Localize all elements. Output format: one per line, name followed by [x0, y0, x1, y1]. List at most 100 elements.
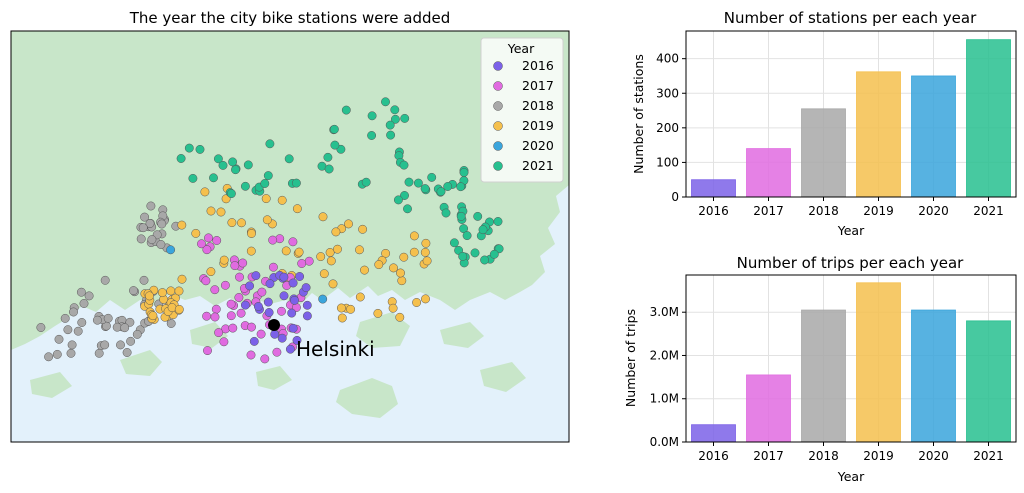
station-point: [421, 294, 430, 304]
station-point: [236, 308, 246, 318]
station-point: [219, 255, 229, 265]
station-point: [136, 234, 146, 244]
y-tick-label: 200: [656, 121, 679, 135]
legend-label-2020: 2020: [522, 138, 554, 153]
legend-marker-2018: [493, 101, 503, 111]
station-point: [462, 231, 472, 241]
station-point: [367, 131, 377, 140]
station-point: [234, 293, 244, 302]
station-point: [291, 178, 301, 188]
y-tick-label: 400: [656, 52, 679, 66]
station-point: [456, 211, 466, 221]
stations-chart-title: Number of stations per each year: [724, 9, 977, 27]
station-point: [177, 220, 187, 230]
stations-chart-xlabel: Year: [837, 223, 865, 238]
station-point: [272, 347, 282, 357]
station-point: [292, 204, 302, 214]
station-point: [238, 258, 248, 268]
station-point: [122, 348, 132, 357]
station-point: [216, 207, 226, 217]
x-tick-label: 2016: [698, 449, 729, 463]
station-point: [268, 235, 278, 245]
station-point: [202, 311, 212, 321]
legend-label-2019: 2019: [522, 118, 554, 133]
map-title: The year the city bike stations were add…: [129, 9, 451, 27]
station-point: [285, 344, 295, 354]
station-point: [422, 256, 432, 266]
map-legend: Year 2016 2017 2018 2019 2020 2021: [480, 37, 564, 183]
bar-2017: [746, 148, 791, 198]
station-point: [221, 194, 231, 204]
station-point: [400, 191, 409, 200]
station-point: [191, 228, 201, 238]
station-point: [246, 246, 256, 256]
station-point: [210, 285, 220, 295]
station-point: [209, 173, 218, 183]
station-point: [177, 274, 187, 284]
station-point: [235, 272, 244, 282]
station-point: [240, 181, 250, 191]
station-points: [36, 97, 504, 364]
station-point: [218, 160, 228, 170]
station-point: [374, 260, 384, 270]
legend-marker-2019: [493, 121, 503, 131]
station-point: [325, 248, 335, 257]
station-point: [251, 271, 261, 281]
map-island: [256, 366, 292, 390]
legend-label-2016: 2016: [522, 58, 554, 73]
station-point: [210, 312, 220, 322]
station-point: [421, 238, 431, 248]
station-point: [226, 299, 236, 309]
station-point: [145, 219, 155, 228]
y-tick-label: 3.0M: [650, 305, 679, 319]
station-point: [459, 224, 469, 234]
station-point: [388, 303, 398, 313]
map-island: [480, 362, 526, 392]
station-point: [324, 164, 334, 174]
bar-2018: [801, 108, 846, 198]
station-point: [140, 212, 150, 222]
bar-2019: [856, 282, 901, 443]
station-point: [360, 265, 369, 275]
station-point: [288, 278, 298, 288]
station-point: [100, 340, 110, 350]
station-point: [390, 114, 400, 124]
station-point: [328, 279, 338, 289]
station-point: [200, 187, 210, 197]
station-point: [409, 231, 419, 241]
station-point: [44, 352, 54, 362]
trips-chart-xlabel: Year: [837, 469, 865, 484]
station-point: [323, 152, 333, 162]
station-point: [120, 323, 130, 333]
station-point: [212, 236, 222, 245]
station-point: [157, 219, 167, 229]
station-point: [403, 204, 412, 214]
bar-2017: [746, 374, 791, 443]
station-point: [441, 208, 451, 218]
x-tick-label: 2017: [753, 449, 784, 463]
station-point: [246, 350, 256, 360]
station-point: [69, 307, 78, 317]
station-point: [228, 157, 238, 167]
station-point: [386, 130, 396, 140]
station-point: [381, 248, 391, 258]
station-point: [166, 319, 176, 328]
station-point: [220, 280, 230, 290]
map-panel: The year the city bike stations were add…: [10, 9, 570, 443]
station-point: [302, 311, 312, 321]
station-point: [459, 168, 469, 177]
station-point: [188, 173, 198, 183]
station-point: [284, 154, 294, 164]
station-point: [204, 233, 213, 243]
station-point: [302, 300, 312, 310]
station-point: [373, 308, 383, 318]
station-point: [456, 182, 466, 192]
x-tick-label: 2016: [698, 204, 729, 218]
helsinki-marker: [268, 319, 280, 331]
bar-2021: [966, 320, 1011, 443]
station-point: [148, 311, 158, 321]
station-point: [281, 246, 291, 256]
station-point: [404, 177, 414, 187]
y-tick-label: 100: [656, 155, 679, 169]
station-point: [132, 329, 142, 339]
